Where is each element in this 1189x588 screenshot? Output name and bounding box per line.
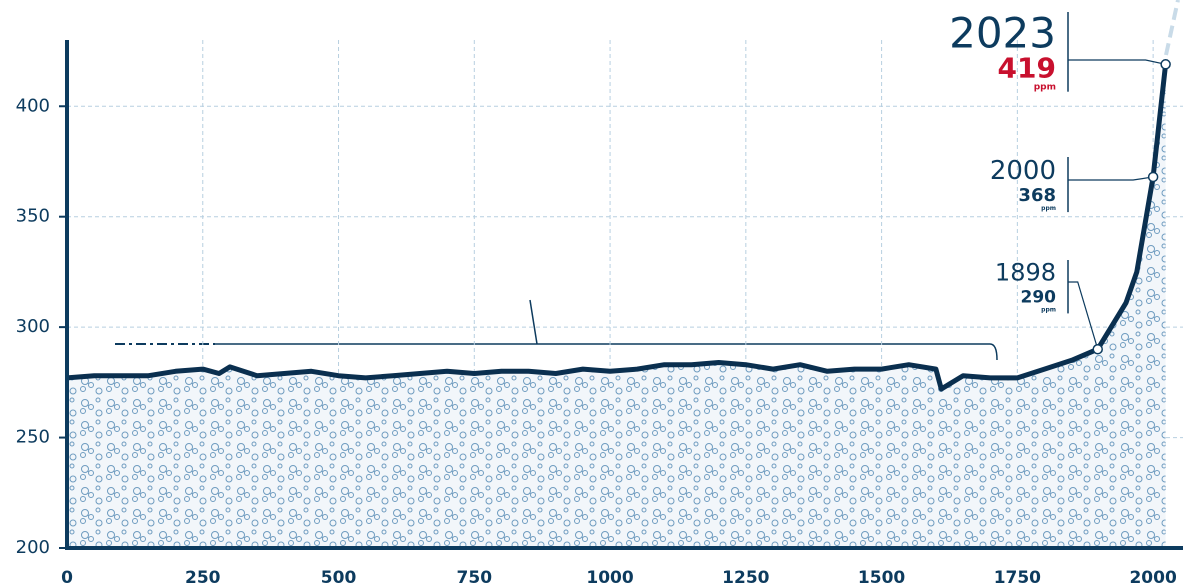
- x-tick-label: 750: [457, 568, 493, 588]
- annotation-year: 2000: [990, 156, 1056, 186]
- annotation-unit: ppm: [1041, 306, 1056, 313]
- x-tick-label: 2000: [1129, 568, 1176, 588]
- line: [67, 64, 1166, 389]
- y-tick-label: 250: [16, 427, 50, 448]
- y-tick-label: 350: [16, 206, 50, 227]
- x-tick-label: 250: [185, 568, 221, 588]
- x-tick-label: 500: [321, 568, 357, 588]
- y-tick-label: 300: [16, 316, 50, 337]
- annotation-leader: [1068, 60, 1166, 64]
- annotation-leader: [1068, 177, 1153, 180]
- area: [67, 64, 1166, 548]
- annotation-unit: ppm: [1041, 205, 1056, 212]
- annotation-point: [1149, 172, 1158, 181]
- annotation-year: 1898: [995, 258, 1056, 286]
- x-tick-label: 1750: [994, 568, 1041, 588]
- x-tick-label: 1500: [858, 568, 905, 588]
- annotation-value: 368: [1018, 185, 1056, 206]
- annotation-unit: ppm: [1034, 83, 1056, 93]
- annotation-point: [1161, 60, 1170, 69]
- x-tick-label: 0: [61, 568, 73, 588]
- annotation-value: 419: [998, 52, 1056, 85]
- bracket: [215, 344, 997, 360]
- y-tick-label: 200: [16, 537, 50, 558]
- x-tick-label: 1000: [586, 568, 633, 588]
- annotation-leader: [1068, 282, 1098, 349]
- x-tick-label: 1250: [722, 568, 769, 588]
- y-tick-label: 400: [16, 95, 50, 116]
- bracket-leader: [530, 300, 537, 344]
- annotation-point: [1093, 345, 1102, 354]
- annotation-year: 2023: [949, 9, 1056, 58]
- chart: 200 250 300 350 400 0 250 500 750 1000 1250 1500 175…: [0, 0, 1189, 588]
- projection: [1166, 0, 1178, 55]
- annotation-value: 290: [1021, 287, 1057, 307]
